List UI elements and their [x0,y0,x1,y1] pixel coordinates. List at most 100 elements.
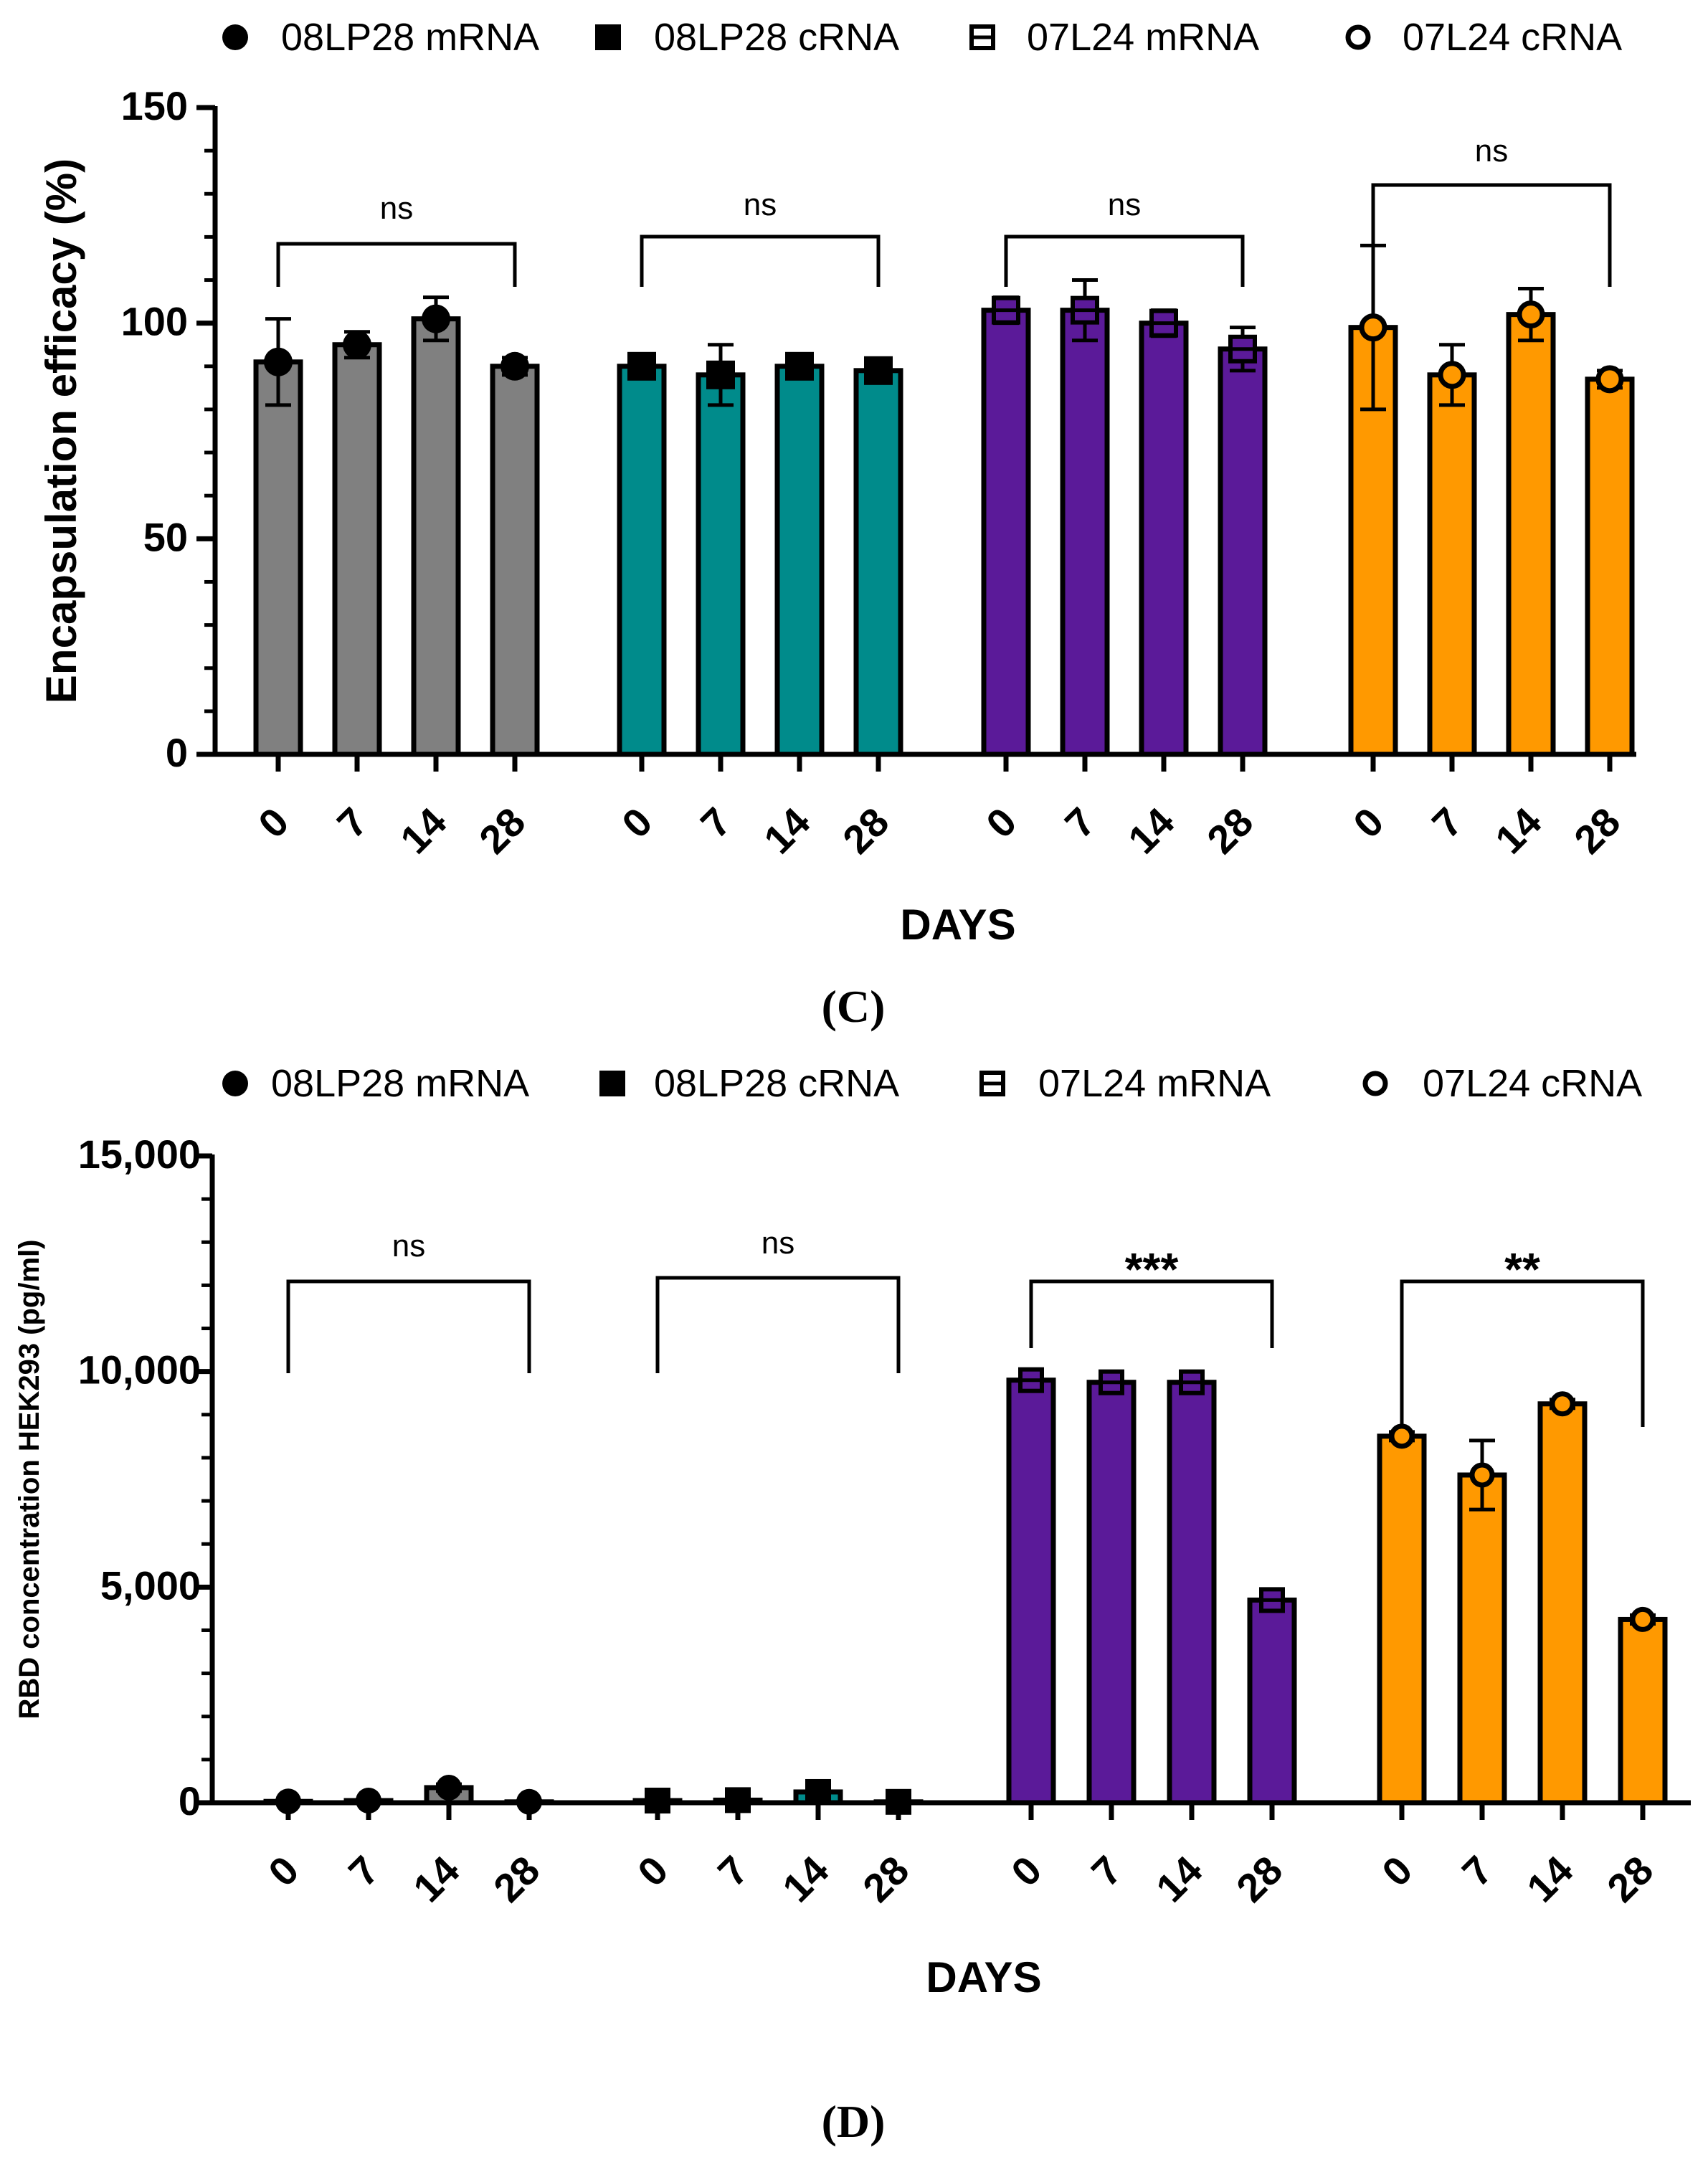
significance-bracket: ns [640,187,881,287]
bar [332,342,382,757]
bar [1377,1433,1427,1806]
series-07l24-crna: 0 7 14 28 ** [1373,1243,1668,1911]
data-point [1469,1462,1495,1488]
bar [411,316,461,757]
bar [490,364,540,757]
chart-panel-d: 08LP28 mRNA 08LP28 cRNA 07L24 mRNA 07L24 cR… [14,1062,1691,2147]
series-07l24-mrna: 0 7 14 28 *** [1002,1243,1297,1911]
x-tick-label: 14 [1119,799,1183,863]
significance-label: ns [1108,187,1141,222]
bar [696,372,746,757]
data-point [1550,1391,1575,1417]
series-07l24-mrna: 0 7 14 28 ns [977,187,1268,863]
bar [1457,1472,1507,1806]
data-point [1259,1587,1285,1613]
data-point [1517,300,1545,329]
data-point [356,1787,381,1813]
bar [617,364,667,757]
data-point [1018,1367,1044,1393]
bracket-line [1400,1279,1645,1427]
legend-label: 07L24 mRNA [1027,16,1259,59]
x-tick-label: 7 [1056,799,1104,847]
bar [1086,1380,1137,1806]
legend-marker [1345,24,1371,50]
bracket-line [286,1279,531,1373]
panel-label: (C) [822,981,886,1032]
data-point [264,347,293,376]
y-tick-label: 0 [166,730,188,775]
legend-marker [599,1071,625,1096]
significance-bracket: *** [1029,1243,1274,1348]
x-tick-label: 14 [392,799,455,863]
x-tick-label: 28 [834,799,898,863]
x-tick-label: 14 [1147,1847,1211,1911]
x-tick-label: 0 [613,799,661,847]
bracket-line [1029,1279,1274,1348]
legend-label: 08LP28 mRNA [271,1062,529,1105]
bar [1167,1380,1217,1806]
series-08lp28-mrna: 0 7 14 28 ns [250,191,540,863]
legend: 08LP28 mRNA 08LP28 cRNA 07L24 mRNA 07L24 cR… [222,16,1622,59]
y-tick-label: 100 [121,299,188,344]
legend-marker [969,24,995,50]
significance-bracket: ns [276,191,517,287]
data-point [864,356,893,385]
legend-marker [595,24,621,50]
significance-label: *** [1125,1243,1179,1295]
x-tick-label: 0 [1373,1847,1421,1895]
bracket-line [276,242,517,287]
x-tick-label: 14 [1486,799,1550,863]
data-point [627,351,656,381]
significance-bracket: ns [286,1228,531,1373]
x-tick-label: 7 [692,799,740,847]
x-tick-label: 28 [1228,1847,1291,1911]
series-08lp28-crna: 0 7 14 28 ns [613,187,903,863]
x-tick-label: 28 [470,799,534,863]
data-point [1359,313,1387,342]
data-point [1438,361,1466,389]
legend: 08LP28 mRNA 08LP28 cRNA 07L24 mRNA 07L24 cR… [222,1062,1642,1105]
legend-marker [222,1071,248,1096]
significance-label: ns [392,1228,425,1263]
panel-label: (D) [822,2096,886,2147]
x-tick-label: 0 [260,1847,308,1895]
bracket-line [640,234,881,287]
bar [1348,325,1398,757]
x-axis-label: DAYS [926,1953,1041,2001]
legend-label: 08LP28 cRNA [654,16,899,59]
data-point [422,304,450,333]
x-tick-label: 28 [1598,1847,1662,1911]
series-08lp28-crna: 0 7 14 28 ns [629,1225,924,1911]
y-tick-label: 15,000 [78,1132,201,1177]
bar [1247,1597,1297,1806]
legend-label: 07L24 cRNA [1403,16,1622,59]
x-tick-label: 7 [340,1847,388,1895]
data-point [343,330,371,359]
significance-label: ** [1504,1243,1540,1295]
x-tick-label: 28 [1198,799,1262,863]
bar [1585,376,1635,757]
bracket-line [655,1276,901,1373]
legend-marker [1362,1071,1388,1096]
x-tick-label: 7 [328,799,376,847]
bar [1618,1616,1668,1806]
bracket-line [1004,234,1245,287]
legend-label: 07L24 cRNA [1423,1062,1642,1105]
data-point [1099,1369,1124,1395]
data-point [1595,365,1624,394]
legend-marker [222,24,248,50]
bar [1060,308,1110,757]
data-point [805,1778,831,1805]
significance-label: ns [762,1225,794,1261]
x-tick-label: 14 [1518,1847,1582,1911]
x-tick-label: 28 [854,1847,918,1911]
legend-label: 08LP28 mRNA [281,16,539,59]
y-tick-label: 10,000 [78,1347,201,1393]
y-tick-label: 0 [179,1778,201,1824]
bracket-line [1371,183,1612,287]
x-tick-label: 0 [977,799,1025,847]
bar [853,368,903,757]
data-point [1228,334,1257,364]
x-tick-label: 14 [404,1847,468,1911]
